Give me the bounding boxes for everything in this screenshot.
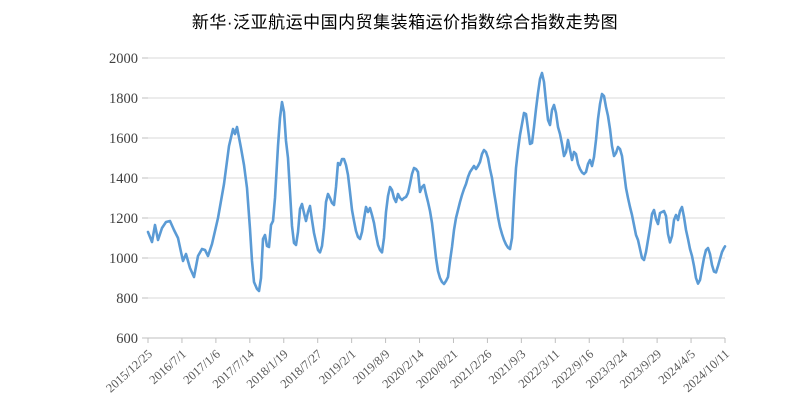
y-tick-label: 1400: [109, 171, 138, 187]
x-axis-group: 2015/12/252016/7/12017/1/62017/7/142018/…: [103, 337, 732, 396]
y-tick-label: 600: [116, 331, 138, 347]
y-tick-label: 1200: [109, 211, 138, 227]
y-tick-label: 800: [116, 291, 138, 307]
y-axis-group: 600 800 1000 1200 1400 1600 1800 2000: [109, 51, 148, 347]
y-tick-label: 1000: [109, 251, 138, 267]
series-line-composite-index: [146, 71, 727, 293]
series-group: [146, 71, 727, 293]
y-tick-label: 1800: [109, 91, 138, 107]
x-tick-label: 2015/12/25: [103, 347, 155, 396]
gridlines-group: [148, 57, 725, 339]
x-tick-label: 2016/7/1: [147, 347, 189, 387]
y-tick-label: 2000: [109, 51, 138, 67]
y-tick-label: 1600: [109, 131, 138, 147]
chart-title: 新华·泛亚航运中国内贸集装箱运价指数综合指数走势图: [191, 13, 619, 32]
x-tick-label: 2019/2/1: [316, 347, 358, 387]
